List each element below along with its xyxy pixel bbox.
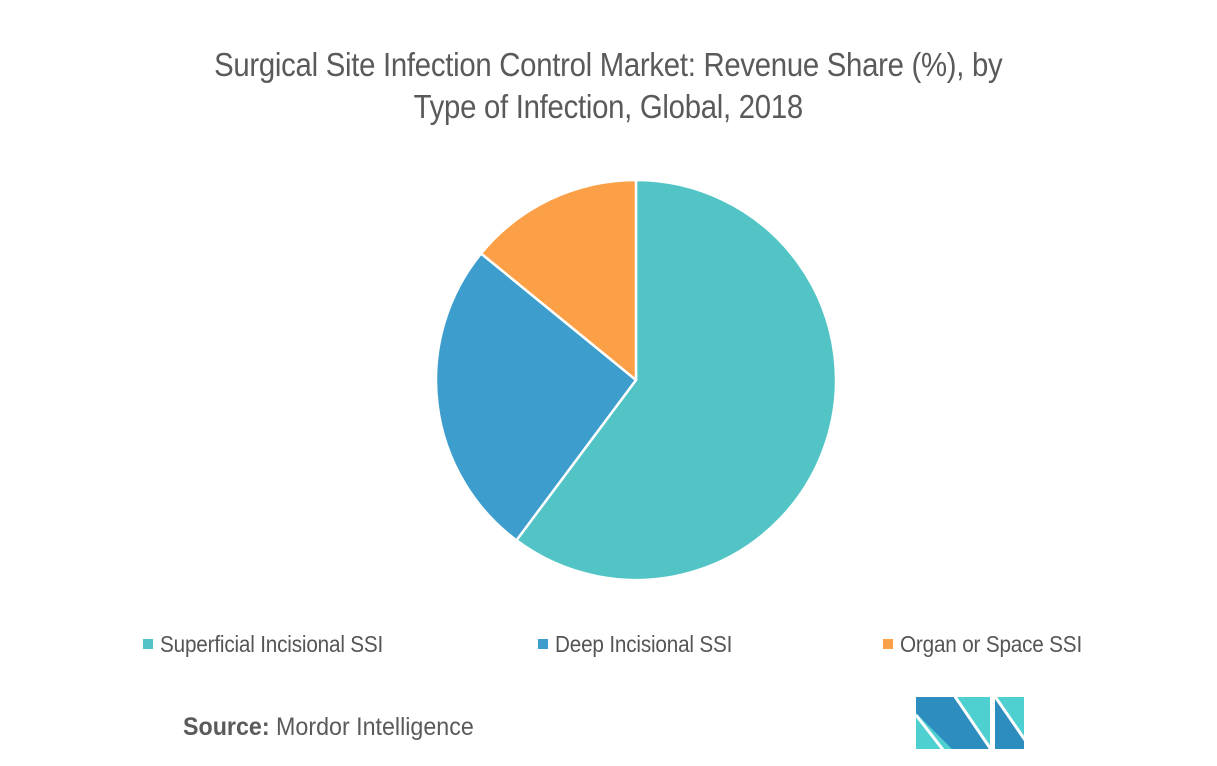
legend-item-superficial-incisional-ssi[interactable]: Superficial Incisional SSI (143, 630, 408, 658)
source-note: Source: Mordor Intelligence (183, 713, 474, 742)
legend-label: Deep Incisional SSI (555, 630, 733, 657)
pie-slice-organ-or-space-ssi[interactable] (479, 178, 638, 382)
legend-swatch-icon (143, 639, 153, 649)
logo-svg (914, 694, 1027, 752)
source-label: Source: (183, 713, 270, 741)
legend-item-deep-incisional-ssi[interactable]: Deep Incisional SSI (538, 630, 752, 658)
chart-title: Surgical Site Infection Control Market: … (0, 44, 1217, 128)
chart-title-line-1: Surgical Site Infection Control Market: … (214, 46, 1003, 83)
chart-legend: Superficial Incisional SSI Deep Incision… (0, 630, 1217, 660)
legend-label: Organ or Space SSI (900, 630, 1083, 657)
pie-chart-svg (434, 178, 838, 582)
mordor-intelligence-logo-icon (914, 694, 1027, 752)
pie-slice-deep-incisional-ssi[interactable] (434, 252, 638, 542)
pie-chart (426, 170, 846, 590)
legend-label: Superficial Incisional SSI (160, 630, 384, 657)
source-value: Mordor Intelligence (276, 713, 474, 741)
legend-swatch-icon (883, 639, 893, 649)
chart-title-line-2: Type of Infection, Global, 2018 (413, 88, 804, 125)
legend-swatch-icon (538, 639, 548, 649)
legend-item-organ-or-space-ssi[interactable]: Organ or Space SSI (883, 630, 1102, 658)
pie-slice-superficial-incisional-ssi[interactable] (515, 178, 838, 582)
